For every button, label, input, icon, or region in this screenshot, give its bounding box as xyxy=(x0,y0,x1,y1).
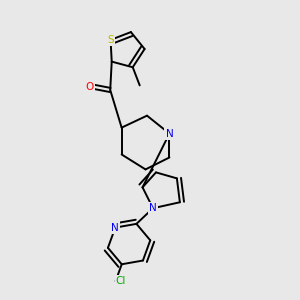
Text: Cl: Cl xyxy=(116,276,126,286)
Text: N: N xyxy=(111,223,119,232)
Text: S: S xyxy=(107,35,114,45)
Text: N: N xyxy=(166,129,173,139)
Text: O: O xyxy=(85,82,94,92)
Text: N: N xyxy=(149,203,157,213)
